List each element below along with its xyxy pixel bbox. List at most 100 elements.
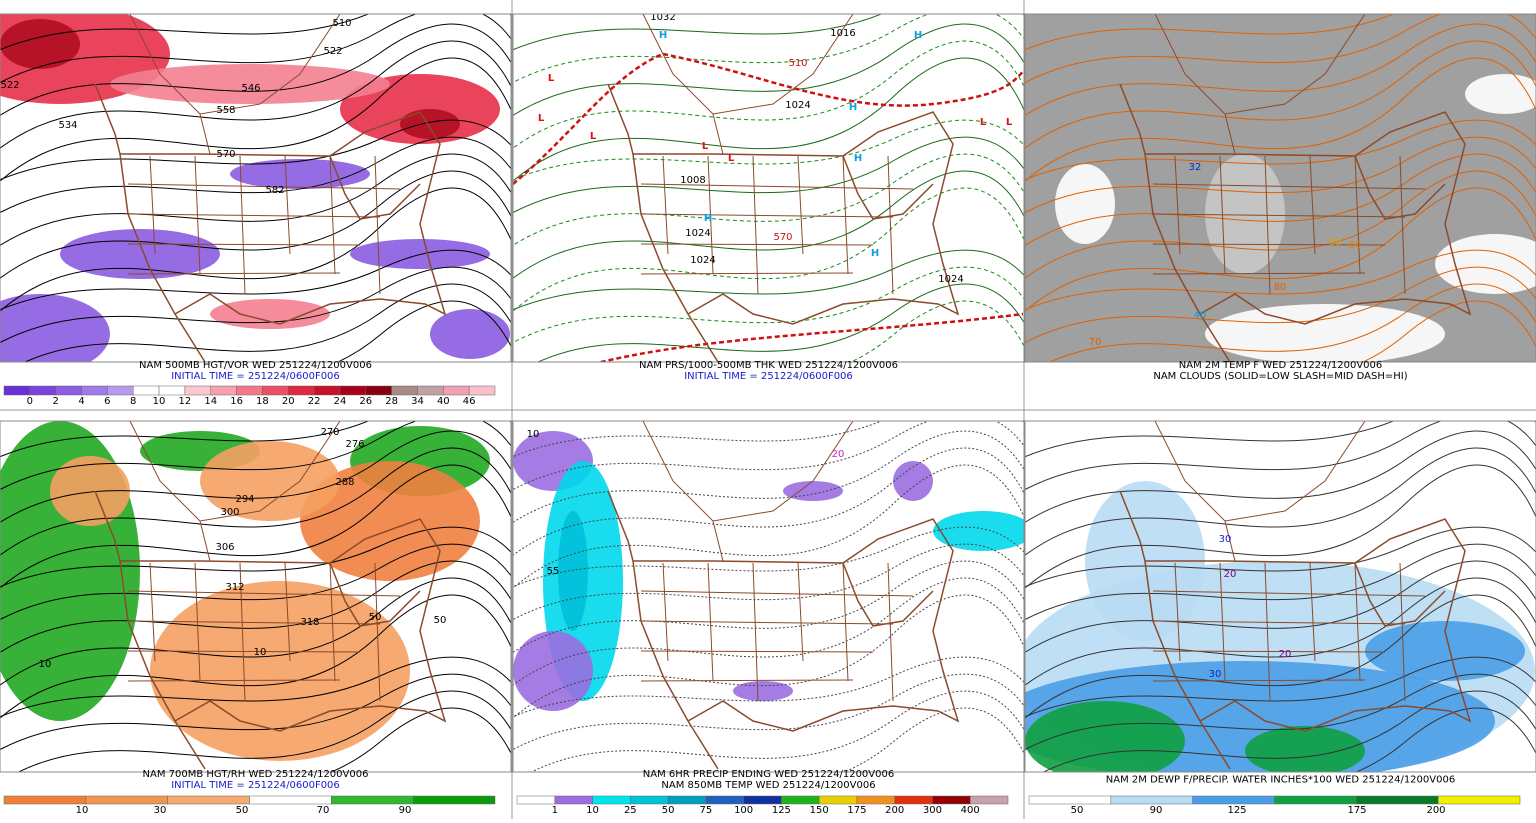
border [129, 14, 341, 155]
pressure-center: L [702, 141, 709, 152]
shaded-area [230, 159, 370, 189]
contour-label: 1032 [650, 12, 675, 23]
shaded-area [400, 109, 460, 139]
panel: 30 20 30 20 [1024, 420, 1536, 773]
colorbar-swatch [210, 385, 237, 396]
contour-label: 1024 [785, 100, 810, 111]
colorbar-label: 175 [847, 805, 866, 816]
state-border [842, 155, 849, 275]
shaded-area [0, 19, 80, 69]
colorbar-swatch [468, 385, 496, 396]
pressure-center: L [538, 113, 545, 124]
contour [1025, 14, 1536, 51]
colorbar-swatch [132, 385, 160, 396]
state-border [1152, 650, 1386, 653]
state-border [640, 620, 894, 625]
contour-label: 1024 [938, 274, 963, 285]
contour-label: 20 [1224, 569, 1237, 580]
state-border [1152, 679, 1366, 682]
contour [1025, 656, 1536, 718]
shaded-area [733, 681, 793, 701]
shaded-area [430, 309, 510, 359]
contour [1025, 187, 1536, 312]
state-border [887, 155, 894, 295]
contour-label: 522 [0, 80, 19, 91]
state-border [887, 562, 894, 702]
map: 270 276 288 294 300 306 312 318 10 50 50 10 [0, 421, 511, 772]
colorbar-swatch [3, 385, 31, 396]
pressure-center: H [704, 213, 712, 224]
border [642, 421, 854, 562]
contour-label: 534 [58, 120, 77, 131]
pressure-center: H [871, 248, 879, 259]
state-border [662, 562, 669, 662]
contour [329, 707, 511, 772]
state-border [1152, 213, 1406, 218]
contour [513, 14, 1024, 84]
contour [0, 23, 511, 117]
colorbar-swatch [391, 385, 418, 396]
contour-label: 582 [265, 185, 284, 196]
contour [1042, 690, 1536, 772]
shaded-area [1245, 726, 1365, 772]
shaded-area [200, 441, 340, 521]
state-border [329, 155, 336, 275]
contour-label: 1024 [685, 228, 710, 239]
map: 30 20 30 20 [1025, 421, 1536, 772]
contour [0, 577, 511, 687]
state-border [640, 272, 854, 275]
colorbar-label: 25 [624, 805, 637, 816]
colorbar-swatch [288, 385, 315, 396]
state-border [239, 562, 246, 702]
contour-label: 60 [1349, 240, 1362, 251]
border [1154, 421, 1366, 562]
pressure-center: L [590, 131, 597, 142]
state-border [1399, 562, 1406, 702]
shaded-area [210, 299, 330, 329]
contour-label: 510 [332, 18, 351, 29]
state-border [640, 650, 874, 653]
panel: 55 10 20 [512, 420, 1025, 773]
pressure-center: H [849, 102, 857, 113]
shaded-area [150, 581, 410, 761]
contour [0, 136, 511, 214]
contour [513, 577, 1024, 687]
colorbar-swatch [894, 795, 933, 805]
contour-label: 50 [369, 612, 382, 623]
contour-label: 546 [241, 83, 260, 94]
contour [1048, 283, 1536, 362]
state-border [374, 562, 381, 702]
colorbar-swatch [743, 795, 782, 805]
map-frame [512, 13, 1025, 363]
contour [0, 249, 511, 311]
shaded-area [1205, 304, 1445, 362]
shaded-area [1205, 154, 1285, 274]
colorbar-label: 175 [1347, 805, 1366, 816]
colorbar-swatch [630, 795, 669, 805]
colorbar-label: 300 [923, 805, 942, 816]
colorbar-swatch [81, 385, 108, 396]
contour [513, 119, 1024, 181]
contour [1025, 57, 1536, 182]
contour-label: 70 [1089, 337, 1102, 348]
colorbar-label: 8 [130, 396, 136, 407]
caption: NAM CLOUDS (SOLID=LOW SLASH=MID DASH=HI) [1153, 371, 1407, 382]
contour [513, 57, 1024, 182]
colorbar-swatch [249, 795, 332, 805]
contour-label: 318 [300, 617, 319, 628]
state-border [640, 183, 914, 190]
colorbar-label: 150 [810, 805, 829, 816]
colorbar-label: 50 [662, 805, 675, 816]
colorbar-swatch [55, 385, 82, 396]
contour [1025, 430, 1536, 524]
caption: INITIAL TIME = 251224/0600F006 [684, 371, 853, 382]
map-frame [512, 420, 1025, 773]
contour-label: 312 [225, 582, 244, 593]
shaded-area [1055, 164, 1115, 244]
colorbar-label: 0 [27, 396, 33, 407]
contour [0, 447, 511, 557]
contour [23, 283, 511, 362]
map: 1032 1016 1024 1024 1024 1024 1008 510 570 H H H H H H… [513, 12, 1024, 362]
colorbar-label: 2 [52, 396, 58, 407]
